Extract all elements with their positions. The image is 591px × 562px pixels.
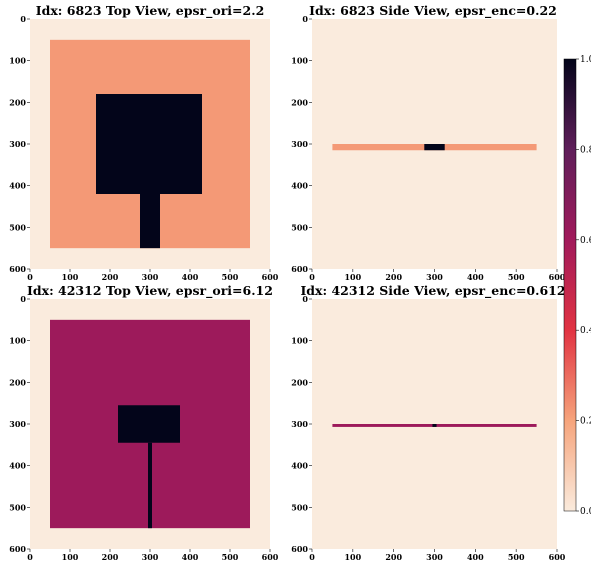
- y-tick-label: 500: [9, 222, 26, 232]
- heatmap-region: [148, 442, 152, 529]
- x-tick-label: 0: [309, 272, 315, 282]
- x-tick-label: 100: [62, 272, 79, 282]
- y-tick-label: 100: [291, 56, 308, 66]
- y-tick-label: 100: [9, 56, 26, 66]
- y-tick-label: 300: [9, 139, 26, 149]
- colorbar-tick-label: 0.8: [580, 145, 591, 155]
- x-tick-label: 600: [262, 272, 279, 282]
- colorbar: 0.0 0.2 0.4 0.6 0.8 1.0: [563, 55, 591, 517]
- y-tick-label: 400: [291, 461, 308, 471]
- x-tick-label: 600: [549, 272, 566, 282]
- y-tick-label: 200: [9, 377, 26, 387]
- y-tick-label: 300: [291, 139, 308, 149]
- y-tick-label: 300: [291, 419, 308, 429]
- panel-title: Idx: 42312 Top View, epsr_ori=6.12: [27, 283, 273, 299]
- y-tick-label: 100: [9, 336, 26, 346]
- x-tick-label: 400: [182, 272, 199, 282]
- y-tick-label: 300: [9, 419, 26, 429]
- y-tick-label: 500: [9, 502, 26, 512]
- x-tick-label: 0: [309, 552, 315, 562]
- x-tick-label: 300: [142, 272, 159, 282]
- x-tick-label: 200: [385, 272, 402, 282]
- panel-title: Idx: 6823 Side View, epsr_enc=0.22: [309, 3, 557, 19]
- panel-title: Idx: 42312 Side View, epsr_enc=0.612: [300, 283, 565, 299]
- x-tick-label: 600: [262, 552, 279, 562]
- y-tick-label: 500: [291, 502, 308, 512]
- x-tick-label: 400: [467, 552, 484, 562]
- x-tick-label: 300: [426, 272, 443, 282]
- y-tick-label: 200: [9, 97, 26, 107]
- y-tick-label: 200: [291, 377, 308, 387]
- y-tick-label: 0: [302, 294, 308, 304]
- x-tick-label: 200: [102, 552, 119, 562]
- x-tick-label: 200: [385, 552, 402, 562]
- x-tick-label: 300: [426, 552, 443, 562]
- heatmap-region: [118, 405, 180, 443]
- y-tick-label: 200: [291, 97, 308, 107]
- y-tick-label: 0: [20, 294, 26, 304]
- heatmap-region: [96, 94, 202, 194]
- panel-top-left: Idx: 6823 Top View, epsr_ori=2.2 0 100 200…: [9, 3, 278, 282]
- x-tick-label: 100: [62, 552, 79, 562]
- x-tick-label: 400: [467, 272, 484, 282]
- y-tick-label: 0: [20, 14, 26, 24]
- x-tick-label: 400: [182, 552, 199, 562]
- colorbar-tick-label: 0.4: [580, 326, 591, 336]
- y-tick-label: 400: [291, 181, 308, 191]
- y-tick-label: 400: [9, 461, 26, 471]
- x-tick-label: 200: [102, 272, 119, 282]
- colorbar-tick-label: 0.6: [580, 236, 591, 246]
- x-tick-label: 500: [222, 272, 239, 282]
- x-tick-label: 500: [222, 552, 239, 562]
- x-tick-label: 100: [344, 272, 361, 282]
- y-tick-label: 0: [302, 14, 308, 24]
- x-tick-label: 600: [549, 552, 566, 562]
- x-tick-label: 0: [27, 552, 33, 562]
- x-tick-label: 500: [508, 272, 525, 282]
- y-tick-label: 500: [291, 222, 308, 232]
- colorbar-tick-label: 0.2: [580, 417, 591, 427]
- heatmap-region: [140, 194, 160, 249]
- y-tick-label: 600: [291, 544, 308, 554]
- panel-bottom-left: Idx: 42312 Top View, epsr_ori=6.12 0 100 2…: [9, 283, 278, 562]
- panel-bottom-right: Idx: 42312 Side View, epsr_enc=0.612 0 10…: [291, 283, 565, 562]
- colorbar-tick-label: 0.0: [580, 507, 591, 517]
- heatmap-region: [432, 424, 437, 427]
- y-tick-label: 100: [291, 336, 308, 346]
- colorbar-tick-label: 1.0: [580, 55, 591, 65]
- heatmap-region: [424, 144, 445, 151]
- y-tick-label: 600: [9, 544, 26, 554]
- colorbar-gradient: [563, 58, 577, 512]
- y-tick-label: 600: [291, 264, 308, 274]
- x-tick-label: 100: [344, 552, 361, 562]
- x-tick-label: 500: [508, 552, 525, 562]
- y-tick-label: 400: [9, 181, 26, 191]
- x-tick-label: 0: [27, 272, 33, 282]
- y-tick-label: 600: [9, 264, 26, 274]
- panel-title: Idx: 6823 Top View, epsr_ori=2.2: [36, 3, 265, 19]
- x-tick-label: 300: [142, 552, 159, 562]
- panel-top-right: Idx: 6823 Side View, epsr_enc=0.22 0 100 2…: [291, 3, 565, 282]
